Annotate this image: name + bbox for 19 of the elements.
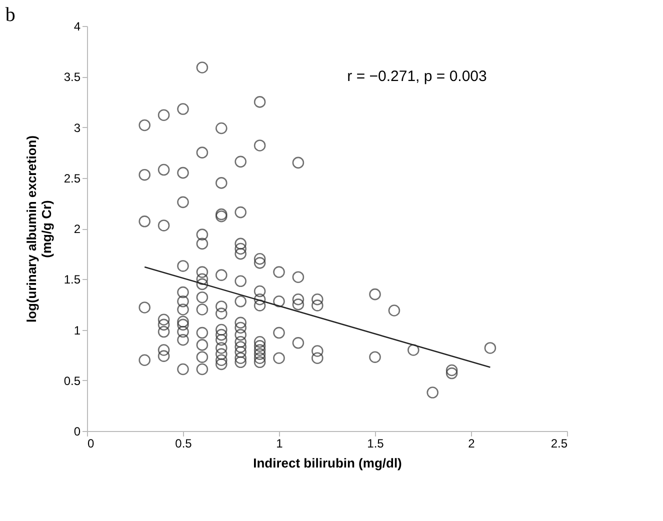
y-tick-label: 1 bbox=[74, 323, 81, 338]
x-tick-label: 2 bbox=[468, 436, 476, 450]
x-tick-label: 0 bbox=[88, 436, 94, 450]
chart-title: b bbox=[5, 4, 16, 26]
y-tick-label: 2 bbox=[74, 222, 81, 236]
y-tick-label: 3.5 bbox=[64, 70, 81, 84]
y-tick-label: 1.5 bbox=[64, 272, 81, 287]
x-tick-label: 1 bbox=[276, 436, 284, 450]
y-tick-label: 0 bbox=[74, 424, 81, 438]
x-tick-label: 1.5 bbox=[367, 436, 384, 450]
x-tick-label: 2.5 bbox=[550, 436, 568, 450]
x-tick-label: 0.5 bbox=[175, 436, 192, 450]
y-tick-label: 3 bbox=[74, 120, 81, 135]
x-axis-title: Indirect bilirubin (mg/dl) bbox=[253, 456, 402, 470]
y-tick-label: 0.5 bbox=[64, 374, 81, 388]
y-tick-label: 2.5 bbox=[64, 171, 81, 186]
annotation: r = −0.271, p = 0.003 bbox=[347, 68, 487, 85]
y-axis-title: log(urinary albumin excretion) (mg/g Cr) bbox=[24, 135, 54, 323]
y-tick-label: 4 bbox=[74, 20, 81, 34]
